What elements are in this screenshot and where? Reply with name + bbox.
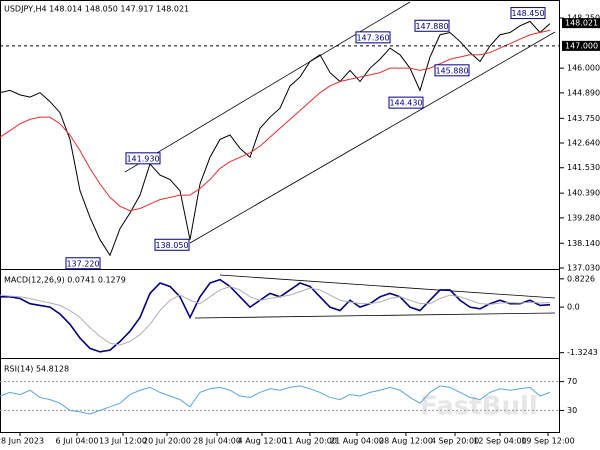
annotation-box xyxy=(434,64,470,77)
y-tick-label: -1.3243 xyxy=(567,348,598,357)
y-tick-label: 144.890 xyxy=(567,88,600,97)
x-tick-label: 12 Sep 04:00 xyxy=(473,437,526,446)
y-tick-label: 143.750 xyxy=(567,114,600,123)
level-box xyxy=(562,40,600,51)
annotation-label: 145.880 xyxy=(435,66,468,75)
annotation-box xyxy=(510,7,546,20)
annotation-box xyxy=(125,152,161,165)
y-tick-label: 142.640 xyxy=(567,139,600,148)
x-tick-label: 20 Jul 20:00 xyxy=(143,437,191,446)
annotation-label: 144.430 xyxy=(389,99,422,108)
series-line xyxy=(0,285,551,346)
x-tick-label: 13 Jul 12:00 xyxy=(99,437,147,446)
x-tick-label: 28 Jun 2023 xyxy=(0,437,44,446)
annotation-box xyxy=(355,31,391,44)
annotation-label: 148.450 xyxy=(511,9,544,18)
channel-line xyxy=(189,31,556,244)
x-tick-label: 19 Sep 12:00 xyxy=(521,437,574,446)
y-tick-label: 70 xyxy=(567,377,577,386)
watermark: FastBull xyxy=(420,392,538,422)
annotation-label: 138.050 xyxy=(155,241,188,250)
annotation-label: 137.220 xyxy=(66,259,99,268)
triangle-line xyxy=(194,312,556,319)
series-line xyxy=(0,385,551,415)
level-label: 147.000 xyxy=(565,41,598,50)
x-tick-label: 4 Sep 20:00 xyxy=(431,437,479,446)
y-tick-label: 0.0 xyxy=(567,303,580,312)
y-tick-label: 139.280 xyxy=(567,213,600,222)
y-tick-label: 0.8226 xyxy=(567,274,595,283)
x-tick-label: 28 Jul 04:00 xyxy=(193,437,241,446)
annotation-box xyxy=(65,257,101,270)
y-tick-label: 140.390 xyxy=(567,189,600,198)
y-tick-label: 146.000 xyxy=(567,64,600,73)
annotation-label: 147.880 xyxy=(415,22,448,31)
channel-line xyxy=(124,1,411,173)
series-line xyxy=(0,29,551,212)
x-tick-label: 11 Aug 20:00 xyxy=(283,437,337,446)
annotation-label: 141.930 xyxy=(126,154,159,163)
panel-title: MACD(12,26,9) 0.0741 0.1279 xyxy=(4,276,126,285)
annotation-box xyxy=(154,238,190,251)
triangle-line xyxy=(219,274,556,299)
plot-frame xyxy=(0,0,560,433)
series-line xyxy=(0,278,551,353)
y-tick-label: 148.250 xyxy=(567,14,600,23)
annotation-box xyxy=(388,96,424,109)
x-tick-label: 4 Aug 12:00 xyxy=(238,437,287,446)
x-tick-label: 6 Jul 04:00 xyxy=(56,437,99,446)
level-label: 148.021 xyxy=(565,19,598,28)
y-tick-label: 138.140 xyxy=(567,239,600,248)
annotation-label: 147.360 xyxy=(356,33,389,42)
y-tick-label: 30 xyxy=(567,406,577,415)
x-tick-label: 21 Aug 04:00 xyxy=(330,437,384,446)
level-box xyxy=(562,18,600,29)
x-tick-label: 28 Aug 12:00 xyxy=(379,437,433,446)
y-tick-label: 137.030 xyxy=(567,264,600,273)
annotation-box xyxy=(414,19,450,32)
panel-title: RSI(14) 54.8128 xyxy=(4,365,69,374)
y-tick-label: 141.530 xyxy=(567,163,600,172)
panel-title: USDJPY,H4 148.014 148.050 147.917 148.02… xyxy=(4,5,189,14)
series-line xyxy=(0,20,551,257)
